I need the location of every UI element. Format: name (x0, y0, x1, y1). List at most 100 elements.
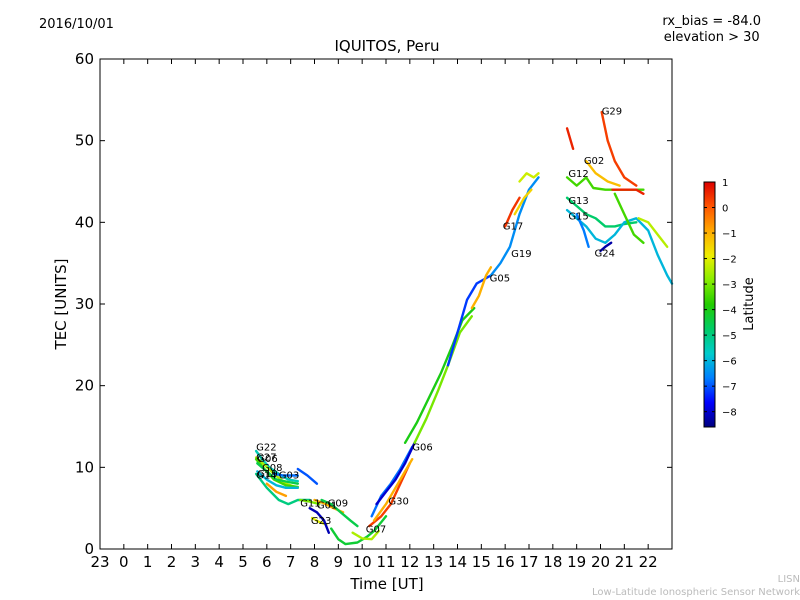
x-tick-label-16: 15 (472, 553, 491, 571)
series-track-31 (565, 127, 575, 151)
footer-credit: LISN Low-Latitude Ionospheric Sensor Net… (592, 573, 800, 599)
series-track-21 (413, 315, 473, 444)
series-track-35 (599, 241, 613, 253)
x-tick-label-23: 22 (639, 553, 658, 571)
x-tick-label-21: 20 (591, 553, 610, 571)
series-track-29 (600, 110, 638, 187)
sat-label-4: G14 (256, 471, 276, 482)
y-tick-label-3: 30 (75, 295, 94, 313)
cb-tick-label-9: −8 (722, 408, 737, 419)
series-track-6 (272, 472, 299, 477)
x-axis-label: Time [UT] (349, 575, 423, 593)
x-tick-label-1: 0 (119, 553, 129, 571)
sat-label-8: G01 (317, 501, 337, 512)
sat-label-16: G19 (511, 249, 531, 260)
y-tick-label-2: 20 (75, 377, 94, 395)
series-track-8 (296, 467, 319, 485)
sat-label-5: G19 (257, 469, 277, 480)
x-tick-label-0: 23 (90, 553, 109, 571)
x-tick-label-10: 9 (334, 553, 344, 571)
sat-label-12: G30 (388, 497, 408, 508)
sat-label-21: G15 (568, 212, 588, 223)
series-track-13 (308, 507, 330, 534)
cb-tick-label-5: −4 (722, 306, 737, 317)
sat-label-22: G24 (595, 248, 615, 259)
colorbar-label: Latitude (742, 277, 757, 331)
colorbar-ticks: 1 0 −1 −2 −3 −4 −5 −6 −7 −8 (704, 178, 737, 419)
series-track-26 (518, 172, 540, 183)
footer-line-1: LISN (777, 574, 800, 585)
y-tick-label-4: 40 (75, 213, 94, 231)
cb-tick-label-2: −1 (722, 229, 737, 240)
date-label: 2016/10/01 (39, 17, 114, 32)
footer-line-2: Low-Latitude Ionospheric Sensor Network (592, 587, 800, 598)
sat-label-14: G05 (490, 274, 510, 285)
sat-label-6: G03 (279, 471, 299, 482)
bias-info: rx_bias = -84.0 elevation > 30 (662, 14, 761, 46)
x-tick-label-2: 1 (143, 553, 153, 571)
axis-ticks: 23 0 1 2 3 4 5 6 7 8 9 10 11 12 13 14 15 16 17 18 19 20 21 2201… (75, 50, 672, 571)
series-track-32 (611, 188, 645, 196)
cb-tick-label-3: −2 (722, 255, 737, 266)
series-track-11 (320, 498, 359, 528)
plot-frame (99, 58, 673, 550)
cb-tick-label-0: 1 (722, 178, 728, 189)
x-tick-label-5: 4 (214, 553, 224, 571)
series-track-5 (256, 470, 299, 489)
y-tick-label-0: 0 (84, 540, 94, 558)
x-tick-label-7: 6 (262, 553, 272, 571)
series-track-27 (513, 188, 533, 216)
sat-label-3: G08 (262, 463, 282, 474)
sat-label-17: G12 (568, 169, 588, 180)
y-tick-label-1: 10 (75, 458, 94, 476)
sat-label-2: G06 (257, 454, 277, 465)
series-track-17 (372, 458, 414, 522)
cb-tick-label-7: −6 (722, 357, 737, 368)
chart-title: IQUITOS, Peru (334, 37, 440, 55)
series-track-16 (368, 462, 411, 528)
x-tick-label-13: 12 (400, 553, 419, 571)
sat-label-19: G29 (602, 106, 622, 117)
y-tick-label-5: 50 (75, 132, 94, 150)
x-tick-label-19: 18 (543, 553, 562, 571)
sat-label-7: G11 (300, 498, 320, 509)
series-track-25 (504, 196, 521, 228)
x-tick-label-17: 16 (496, 553, 515, 571)
series-track-3 (256, 462, 299, 485)
x-tick-label-15: 14 (448, 553, 467, 571)
sat-label-15: G17 (503, 221, 523, 232)
series-track-36 (575, 212, 590, 249)
series-track-9 (299, 498, 321, 506)
series-track-37 (613, 192, 645, 245)
series-track-30 (585, 159, 621, 187)
y-tick-label-6: 60 (75, 50, 94, 68)
y-axis-label: TEC [UNITS] (52, 259, 70, 351)
x-tick-label-4: 3 (191, 553, 201, 571)
sat-label-11: G07 (366, 524, 386, 535)
sat-label-1: G27 (256, 453, 276, 464)
x-tick-label-3: 2 (167, 553, 177, 571)
cb-tick-label-1: 0 (722, 204, 728, 215)
cb-tick-label-6: −5 (722, 331, 737, 342)
series-track-34 (565, 208, 674, 285)
cb-tick-label-4: −3 (722, 280, 737, 291)
elevation-label: elevation > 30 (663, 30, 760, 45)
sat-label-13: G06 (412, 443, 432, 454)
sat-label-20: G13 (568, 196, 588, 207)
series-track-38 (637, 217, 669, 249)
series-track-23 (470, 266, 493, 310)
colorbar (703, 181, 716, 428)
x-tick-label-12: 11 (376, 553, 395, 571)
sat-label-10: G23 (311, 516, 331, 527)
plot-marks (254, 110, 674, 546)
series-track-0 (254, 449, 299, 483)
x-tick-label-20: 19 (567, 553, 586, 571)
series-track-7 (265, 482, 288, 498)
x-tick-label-9: 8 (310, 553, 320, 571)
sat-label-9: G09 (328, 498, 348, 509)
sat-label-18: G02 (584, 156, 604, 167)
series-track-15 (351, 529, 380, 541)
rx-bias-label: rx_bias = -84.0 (662, 14, 761, 29)
